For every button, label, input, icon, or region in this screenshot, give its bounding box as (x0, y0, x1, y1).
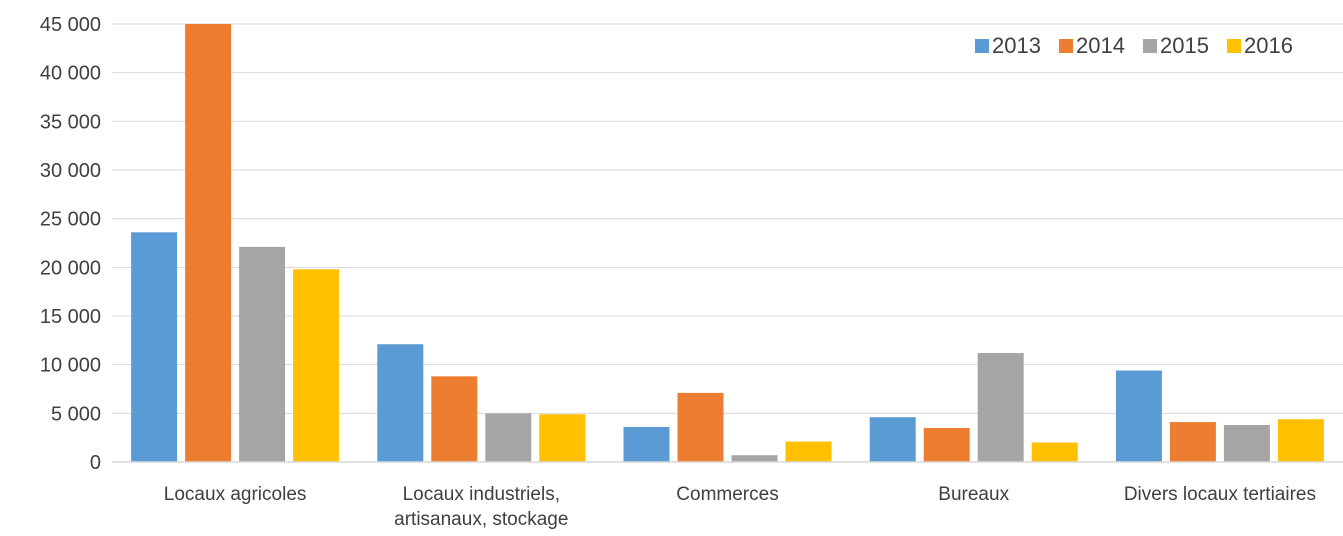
x-tick-label: Divers locaux tertiaires (1124, 484, 1316, 505)
legend-label: 2016 (1244, 33, 1293, 58)
legend-label: 2015 (1160, 33, 1209, 58)
y-tick-label: 25 000 (40, 209, 101, 231)
bar-2014 (431, 376, 478, 462)
bar-2016 (1277, 419, 1324, 462)
legend-swatch-2016 (1227, 39, 1241, 53)
y-tick-label: 15 000 (40, 306, 101, 328)
bar-2015 (485, 413, 532, 462)
bar-2016 (785, 441, 832, 462)
x-tick-label: Locaux agricoles (164, 484, 307, 505)
y-tick-label: 20 000 (40, 257, 101, 279)
bar-2014 (1169, 422, 1216, 462)
legend-swatch-2015 (1143, 39, 1157, 53)
bar-2016 (539, 414, 586, 462)
legend-label: 2013 (992, 33, 1041, 58)
x-tick-label: artisanaux, stockage (394, 509, 568, 530)
bar-2015 (977, 352, 1024, 462)
bar-2014 (185, 24, 232, 462)
y-tick-label: 0 (90, 452, 101, 474)
bar-2015 (731, 455, 778, 462)
legend-swatch-2013 (975, 39, 989, 53)
legend: 2013 2014 2015 2016 (975, 33, 1293, 58)
bar-2013 (131, 232, 178, 462)
bar-2013 (869, 417, 916, 462)
x-tick-label: Locaux industriels, (403, 484, 560, 505)
y-tick-label: 35 000 (40, 111, 101, 133)
bar-2014 (677, 392, 724, 462)
bars (131, 24, 1324, 462)
bar-2013 (1115, 370, 1162, 462)
legend-swatch-2014 (1059, 39, 1073, 53)
x-tick-label: Bureaux (938, 484, 1009, 505)
bar-2016 (1031, 442, 1078, 462)
y-tick-label: 45 000 (40, 14, 101, 36)
y-tick-label: 40 000 (40, 63, 101, 85)
bar-2016 (293, 269, 340, 462)
bar-2014 (923, 427, 970, 462)
legend-label: 2014 (1076, 33, 1125, 58)
bar-2015 (239, 246, 286, 462)
bar-2013 (623, 426, 670, 462)
bar-2015 (1223, 425, 1270, 462)
y-tick-label: 10 000 (40, 355, 101, 377)
y-tick-label: 5 000 (51, 403, 101, 425)
y-tick-label: 30 000 (40, 160, 101, 182)
x-tick-label: Commerces (676, 484, 778, 505)
bar-2013 (377, 344, 424, 462)
